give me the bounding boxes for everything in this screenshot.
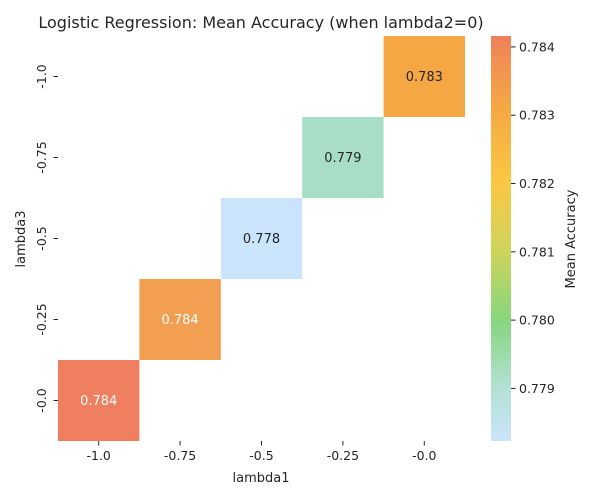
heatmap-cell [383,36,465,117]
x-tick-label: -0.25 [327,448,359,463]
heatmap-cell [139,279,221,360]
x-axis-ticks: -1.0 -0.75 -0.5 -0.25 -0.0 [87,441,437,463]
y-tick-label: -0.75 [34,141,49,173]
colorbar-tick-label: 0.783 [519,108,555,123]
colorbar-tick-label: 0.782 [519,176,555,191]
colorbar-tick-label: 0.784 [519,39,555,54]
heatmap-cells: 0.783 0.779 0.778 0.784 0.784 [58,36,465,441]
chart-title: Logistic Regression: Mean Accuracy (when… [38,13,483,32]
y-tick-label: -0.0 [34,388,49,412]
colorbar-tick-label: 0.779 [519,381,555,396]
x-tick-label: -0.0 [412,448,436,463]
x-tick-label: -0.75 [164,448,196,463]
heatmap-cell [58,360,140,441]
x-tick-label: -1.0 [87,448,111,463]
heatmap-cell [302,117,384,198]
y-axis-ticks: -1.0 -0.75 -0.5 -0.25 -0.0 [34,64,58,413]
heatmap-cell [220,198,303,279]
y-axis-label: lambda3 [14,211,29,268]
y-tick-label: -1.0 [34,64,49,88]
cell-value-label: 0.784 [80,394,117,409]
cell-value-label: 0.783 [406,70,443,85]
cell-value-label: 0.784 [161,313,198,328]
colorbar-tick-label: 0.780 [519,313,555,328]
colorbar-label: Mean Accuracy [564,189,579,288]
y-tick-label: -0.25 [34,303,49,335]
colorbar-gradient [491,36,511,441]
colorbar: 0.779 0.780 0.781 0.782 0.783 0.784 [491,36,555,441]
x-tick-label: -0.5 [249,448,273,463]
colorbar-tick-label: 0.781 [519,244,555,259]
y-tick-label: -0.5 [34,226,49,250]
cell-value-label: 0.778 [243,232,280,247]
x-axis-label: lambda1 [233,471,290,486]
cell-value-label: 0.779 [324,151,361,166]
